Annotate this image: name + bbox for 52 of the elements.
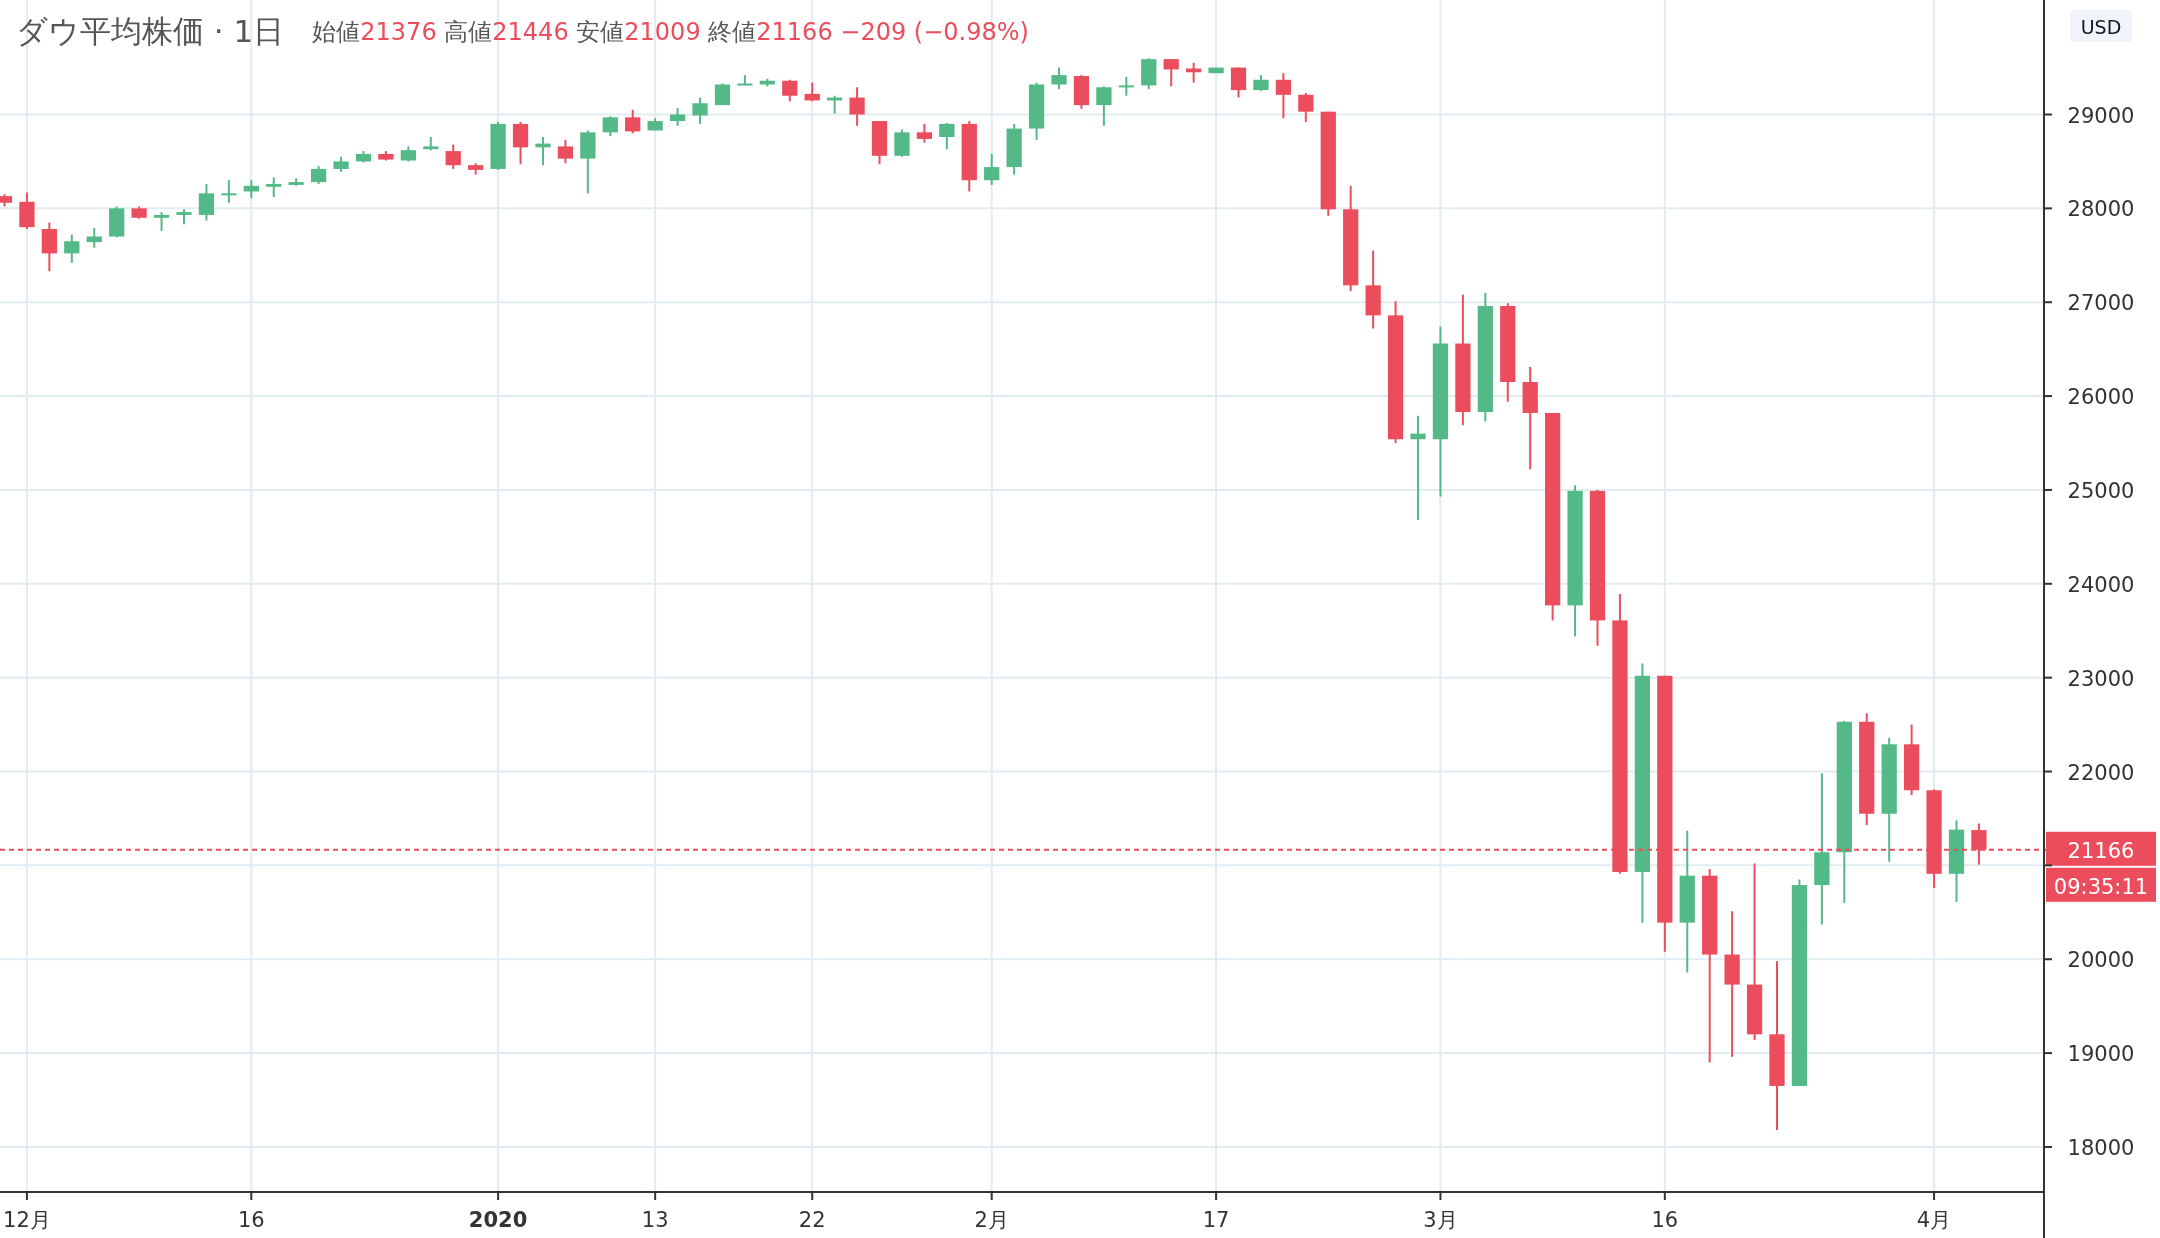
ref-line-label: 21166	[2067, 838, 2135, 863]
candlestick	[804, 81, 820, 103]
candlestick	[221, 179, 237, 204]
y-axis-title: USD	[2080, 16, 2122, 38]
x-tick-label: 16	[1651, 1208, 1679, 1232]
y-tick-label: 18000	[2067, 1135, 2135, 1160]
candlestick	[1096, 85, 1112, 127]
candlestick	[1118, 75, 1134, 97]
x-tick-label: 3月	[1423, 1208, 1458, 1232]
candlestick	[849, 86, 865, 127]
y-tick-label: 28000	[2067, 197, 2135, 222]
y-tick-label: 25000	[2067, 478, 2135, 503]
candlestick	[1230, 66, 1247, 99]
candlestick	[1163, 58, 1179, 88]
candlestick	[625, 108, 641, 135]
y-tick-label: 23000	[2067, 666, 2135, 691]
chart-title: ダウ平均株価 · 1日	[16, 13, 285, 49]
x-tick-label: 4月	[1916, 1208, 1952, 1232]
candlestick	[782, 78, 798, 103]
y-tick-label: 24000	[2067, 572, 2135, 597]
candlestick	[894, 128, 910, 158]
y-tick-label: 22000	[2067, 760, 2135, 785]
candlestick	[445, 143, 461, 170]
y-tick-label: 27000	[2067, 291, 2135, 316]
text: 始値21376 高値21446 安値21009 終値21166 −209 (−0.98%)	[312, 18, 1029, 46]
candlestick	[602, 115, 618, 138]
y-tick-label: 19000	[2067, 1042, 2135, 1067]
x-tick-label: 2020	[468, 1208, 528, 1232]
candlestick	[1298, 91, 1314, 124]
y-tick-label: 26000	[2067, 385, 2135, 410]
x-tick-label: 13	[641, 1208, 669, 1232]
candlestick	[984, 152, 1000, 186]
candlestick	[266, 176, 282, 199]
y-tick-label: 20000	[2067, 948, 2135, 973]
x-tick-label: 22	[798, 1208, 826, 1232]
candlestick	[1051, 66, 1067, 91]
candlestick	[939, 121, 955, 151]
candlestick	[1410, 414, 1426, 521]
candlestick	[512, 121, 529, 166]
x-tick-label: 16	[237, 1208, 265, 1232]
x-tick-label: 2月	[974, 1208, 1009, 1232]
text: 09:35:11	[2053, 874, 2149, 899]
candlestick	[557, 138, 574, 165]
candlestick	[1275, 72, 1292, 120]
candlestick	[153, 211, 170, 232]
candlestick	[916, 122, 933, 144]
x-tick-label: 17	[1202, 1208, 1230, 1232]
candlestick	[692, 96, 708, 125]
candlestick	[198, 182, 215, 222]
x-tick-label: 12月	[3, 1208, 51, 1232]
candlestick	[64, 233, 80, 264]
y-tick-label: 29000	[2067, 103, 2135, 128]
